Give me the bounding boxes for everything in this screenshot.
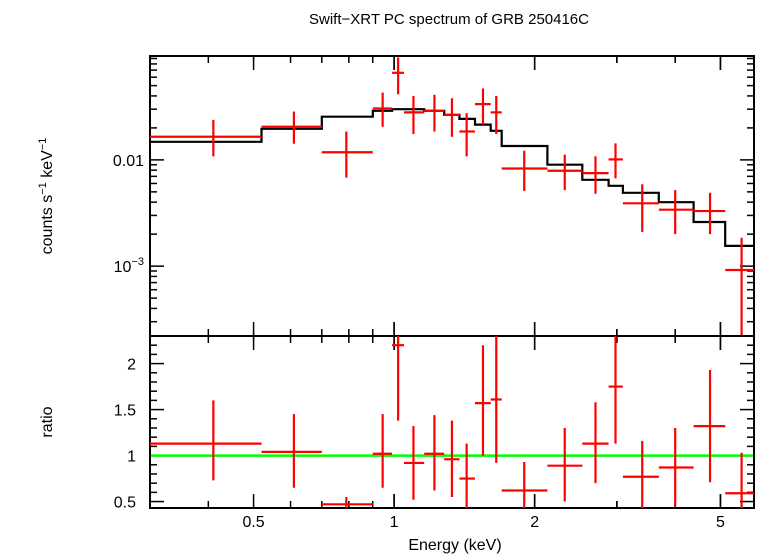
data-point (490, 95, 502, 135)
y-tick-label: 0.01 (113, 153, 144, 170)
data-point (725, 452, 754, 508)
spectrum-axis-ticks (149, 56, 754, 336)
ylabel-main: counts s (39, 195, 56, 255)
x-axis-label: Energy (keV) (408, 537, 501, 554)
y-tick-label: 1.5 (114, 403, 136, 420)
spectrum-data-series (150, 57, 754, 336)
data-point (424, 415, 445, 491)
data-point (582, 156, 609, 194)
spectrum-y-tick-labels: 0.01 10−3 (113, 153, 144, 276)
data-point (693, 192, 726, 235)
data-point (150, 400, 262, 481)
model-step-line (150, 108, 754, 247)
data-point (444, 98, 460, 137)
y-tick-label: 1 (127, 449, 136, 466)
data-point (658, 190, 694, 235)
x-tick-label: 2 (530, 514, 539, 531)
data-point (474, 345, 491, 456)
x-tick-label: 0.5 (242, 514, 264, 531)
data-point (261, 111, 322, 144)
data-point (459, 113, 475, 157)
y-tick-label-exponent: −3 (131, 256, 144, 268)
data-point (608, 143, 623, 179)
x-tick-labels: 0.5 1 2 5 (242, 514, 725, 531)
data-point (501, 462, 548, 508)
data-point (547, 154, 583, 191)
data-point (321, 131, 373, 178)
y-tick-label: 10−3 (114, 256, 144, 276)
ratio-y-tick-labels: 0.5 1 1.5 2 (114, 357, 136, 512)
y-tick-label: 2 (127, 357, 136, 374)
data-point (404, 426, 425, 500)
data-point (547, 427, 583, 502)
data-point (658, 427, 694, 507)
data-point (392, 336, 405, 421)
data-point (150, 119, 262, 157)
x-tick-label: 1 (390, 514, 399, 531)
data-point (608, 336, 623, 444)
data-point (622, 440, 659, 508)
data-point (444, 420, 460, 497)
ratio-y-axis-label: ratio (39, 406, 56, 437)
data-point (622, 184, 659, 232)
data-point (372, 414, 393, 488)
data-point (693, 370, 726, 483)
data-point (459, 443, 475, 508)
data-point (372, 92, 393, 127)
y-tick-label-base: 10 (114, 259, 132, 276)
data-point (424, 94, 445, 132)
ratio-data-series (150, 336, 754, 508)
ylabel-unit: keV (39, 150, 56, 182)
data-point (490, 336, 502, 463)
data-point (725, 237, 754, 336)
data-point (474, 88, 491, 125)
spectrum-plot-frame (149, 55, 755, 337)
ratio-panel: 0.5 1 1.5 2 0.5 1 2 5 ratio Energy (keV) (39, 335, 755, 554)
data-point (404, 95, 425, 135)
data-point (392, 57, 405, 95)
data-point (261, 414, 322, 488)
x-tick-label: 5 (716, 514, 725, 531)
chart-title: Swift−XRT PC spectrum of GRB 250416C (309, 11, 589, 28)
data-point (321, 496, 373, 508)
data-point (582, 402, 609, 484)
ratio-plot-frame (149, 335, 755, 509)
y-tick-label-base: 0.01 (113, 153, 144, 170)
ylabel-superscript-1: −1 (37, 182, 49, 195)
data-point (501, 150, 548, 191)
ylabel-superscript-2: −1 (37, 138, 49, 151)
y-tick-label: 0.5 (114, 495, 136, 512)
spectrum-y-axis-label: counts s−1 keV−1 (37, 138, 56, 255)
model-series (150, 108, 754, 247)
